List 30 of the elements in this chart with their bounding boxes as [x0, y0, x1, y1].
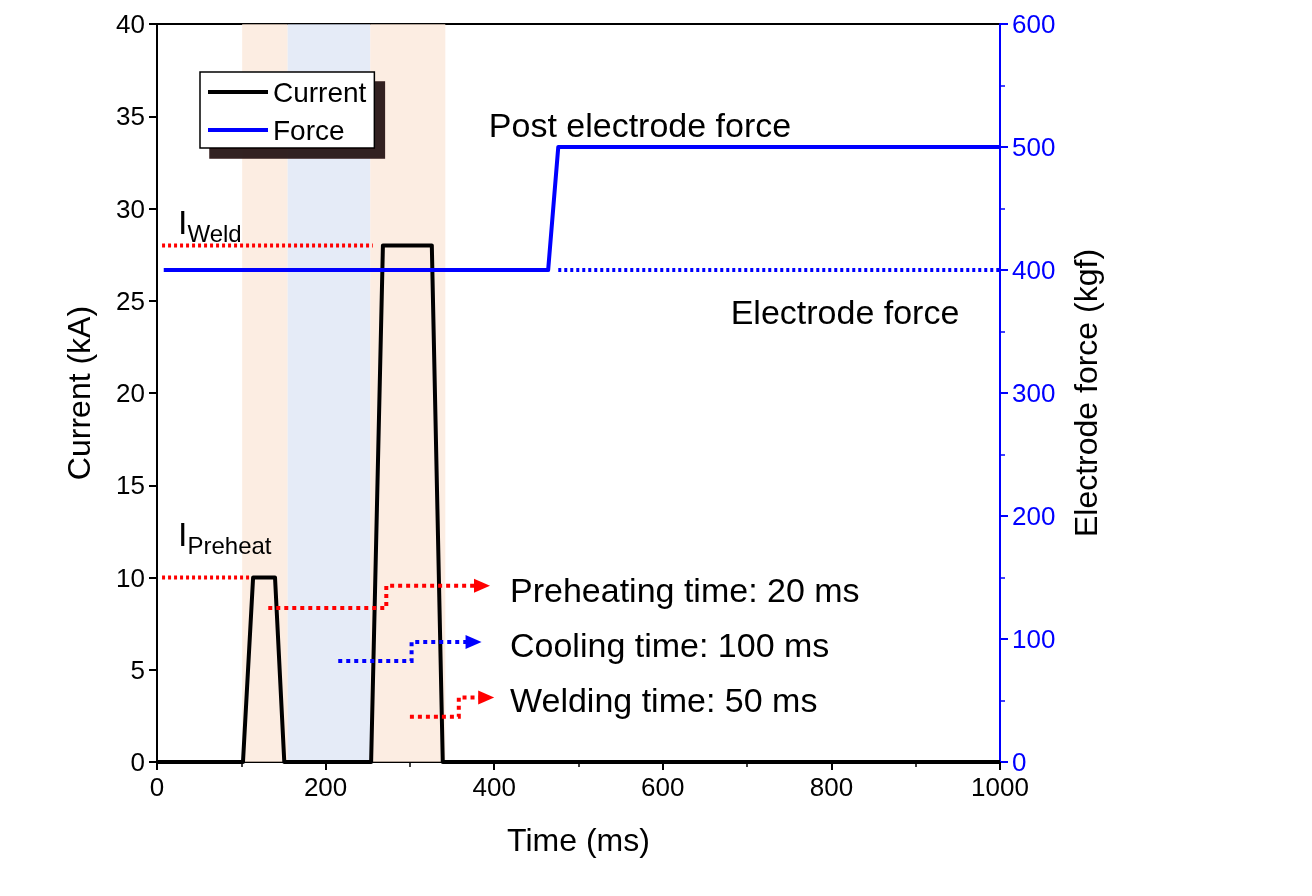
annotation: Electrode force	[730, 293, 960, 331]
annotation: Preheating time: 20 ms	[510, 571, 860, 609]
y-tick-label: 35	[116, 101, 145, 132]
y-tick-label: 10	[116, 562, 145, 593]
y2-tick-label: 400	[1012, 255, 1056, 285]
y-axis-title: Current (kA)	[61, 305, 97, 481]
x-tick-label: 0	[149, 772, 165, 802]
x-tick-label: 200	[303, 772, 348, 802]
annotation: Post electrode force	[488, 106, 792, 144]
y2-tick-label: 600	[1012, 9, 1056, 39]
y2-axis-title: Electrode force (kgf)	[1068, 248, 1104, 538]
annotation: Cooling time: 100 ms	[510, 626, 830, 664]
x-axis-title: Time (ms)	[507, 822, 650, 858]
x-tick-label: 600	[641, 772, 685, 802]
y-tick-label: 5	[130, 654, 145, 685]
y-tick-label: 20	[116, 378, 145, 408]
y-tick-label: 40	[116, 9, 145, 39]
x-tick-label: 400	[472, 772, 516, 802]
y-tick-label: 0	[130, 747, 145, 777]
legend-label: Force	[273, 114, 345, 146]
y2-tick-label: 300	[1012, 378, 1056, 408]
y2-tick-label: 100	[1012, 624, 1056, 654]
y-tick-label: 15	[116, 470, 145, 501]
y-tick-label: 25	[116, 285, 145, 316]
annotation: Welding time: 50 ms	[510, 681, 818, 719]
y-tick-label: 30	[116, 193, 145, 224]
legend-label: Current	[273, 76, 367, 108]
y2-tick-label: 200	[1012, 501, 1056, 531]
x-tick-label: 800	[809, 772, 854, 802]
y2-tick-label: 500	[1012, 132, 1056, 162]
